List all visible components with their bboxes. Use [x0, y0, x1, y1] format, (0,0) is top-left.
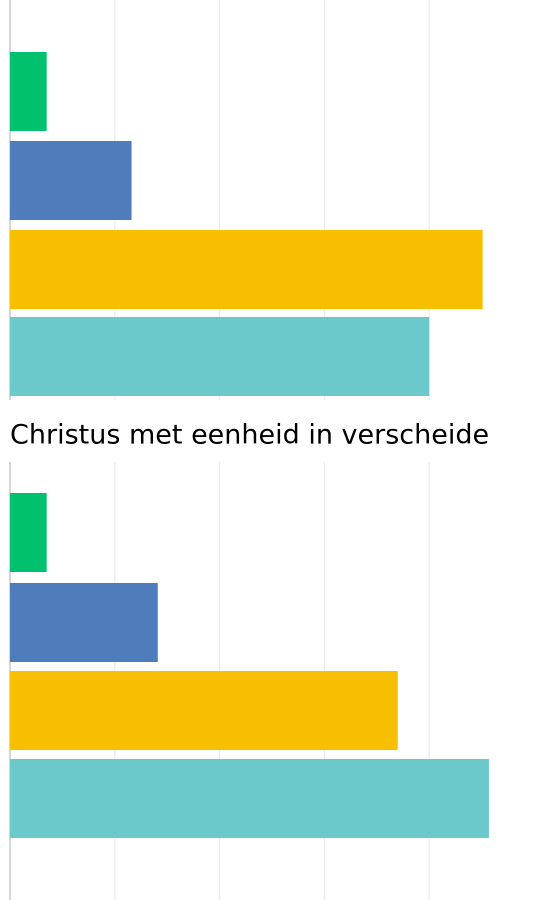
bar — [10, 230, 483, 309]
bar — [10, 759, 489, 838]
bar — [10, 671, 398, 750]
chart-title: Christus met eenheid in verscheide — [10, 420, 489, 451]
bar — [10, 317, 430, 396]
bar — [10, 583, 158, 662]
bar — [10, 493, 47, 572]
bar — [10, 141, 132, 220]
bar — [10, 52, 47, 131]
